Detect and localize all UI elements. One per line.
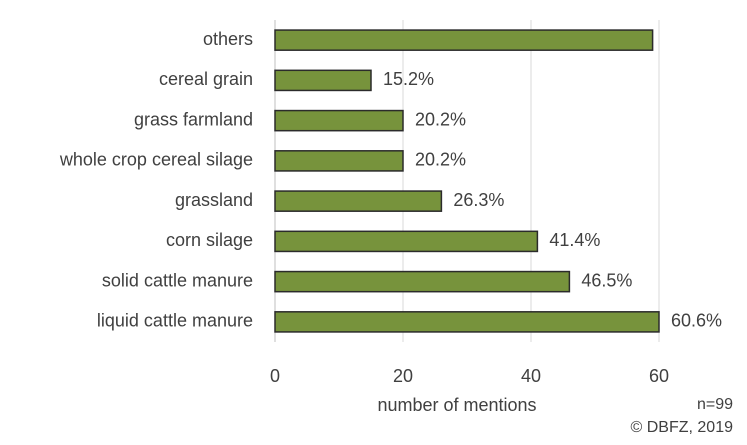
copyright-note: © DBFZ, 2019 (630, 419, 734, 436)
data-label: 41.4% (549, 230, 600, 250)
data-label: 26.3% (453, 190, 504, 210)
category-labels: others cereal grain grass farmland whole cr… (59, 29, 253, 331)
category-label: grassland (175, 190, 253, 210)
category-label: corn silage (166, 230, 253, 250)
x-tick-label: 60 (649, 366, 669, 386)
x-tick-label: 0 (270, 366, 280, 386)
category-label: whole crop cereal silage (59, 150, 253, 170)
bar (274, 270, 571, 293)
bar (274, 109, 404, 132)
bar (274, 69, 372, 92)
bar (274, 150, 404, 172)
x-axis-title: number of mentions (377, 395, 536, 415)
x-tick-label: 20 (393, 366, 413, 386)
data-label: 20.2% (415, 109, 466, 129)
x-tick-labels: 0 20 40 60 (270, 366, 669, 386)
data-label: 20.2% (415, 150, 466, 170)
category-label: others (203, 29, 253, 49)
category-label: cereal grain (159, 69, 253, 89)
bar (274, 190, 443, 212)
bar (274, 311, 660, 333)
data-label: 15.2% (383, 69, 434, 89)
data-labels: 15.2% 20.2% 20.2% 26.3% 41.4% 46.5% 60.6% (383, 69, 722, 331)
data-label: 46.5% (581, 270, 632, 290)
grid-lines (274, 20, 660, 342)
sample-size-note: n=99 (696, 396, 733, 413)
category-label: solid cattle manure (102, 270, 253, 290)
data-label: 60.6% (671, 311, 722, 331)
category-label: grass farmland (134, 109, 253, 129)
x-tick-label: 40 (521, 366, 541, 386)
bars (274, 29, 660, 333)
bar (274, 29, 654, 51)
bar (274, 230, 539, 253)
category-label: liquid cattle manure (97, 311, 253, 331)
